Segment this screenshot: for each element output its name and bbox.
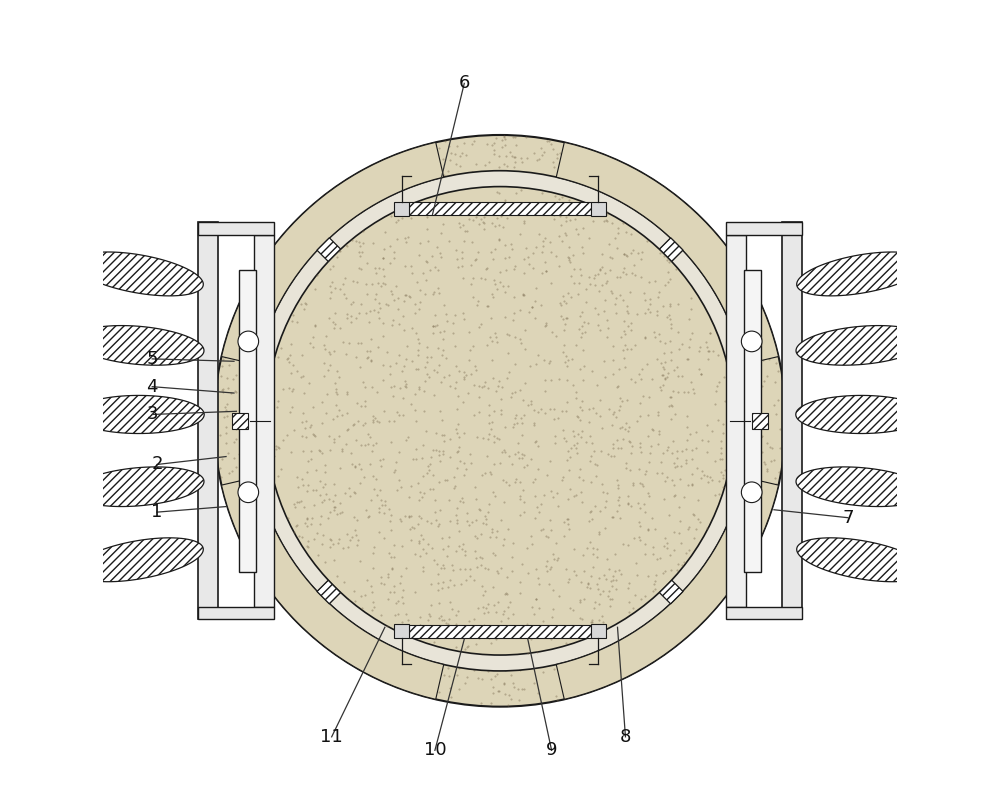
Bar: [744, 270, 761, 572]
Circle shape: [238, 482, 259, 503]
Text: 3: 3: [146, 406, 158, 423]
Polygon shape: [659, 237, 683, 261]
Circle shape: [214, 135, 786, 707]
Polygon shape: [73, 395, 204, 434]
Bar: [198, 607, 274, 619]
Circle shape: [741, 482, 762, 503]
Bar: [394, 624, 409, 638]
Polygon shape: [796, 395, 927, 434]
Text: 6: 6: [459, 75, 470, 92]
Text: 8: 8: [620, 728, 631, 746]
Polygon shape: [73, 467, 204, 507]
Bar: [198, 222, 218, 619]
Bar: [198, 222, 274, 235]
Bar: [782, 222, 802, 619]
Bar: [726, 222, 802, 235]
Text: 7: 7: [842, 509, 854, 526]
Polygon shape: [317, 580, 341, 604]
Bar: [232, 413, 248, 429]
Circle shape: [250, 171, 750, 671]
Bar: [254, 235, 274, 607]
Polygon shape: [74, 538, 203, 582]
Polygon shape: [797, 538, 926, 582]
Text: 10: 10: [424, 742, 446, 759]
Text: 1: 1: [151, 503, 163, 521]
Polygon shape: [73, 326, 204, 365]
Polygon shape: [74, 252, 203, 296]
Bar: [409, 625, 591, 638]
Polygon shape: [796, 467, 927, 507]
Circle shape: [238, 331, 259, 352]
Bar: [726, 235, 746, 607]
Circle shape: [741, 331, 762, 352]
Polygon shape: [556, 142, 779, 364]
Bar: [726, 607, 802, 619]
Polygon shape: [659, 580, 683, 604]
Polygon shape: [556, 477, 779, 700]
Bar: [752, 413, 768, 429]
Circle shape: [266, 187, 734, 655]
Bar: [591, 624, 606, 638]
Bar: [409, 202, 591, 215]
Text: 2: 2: [151, 456, 163, 473]
Bar: [239, 270, 256, 572]
Bar: [591, 202, 606, 216]
Text: 5: 5: [146, 350, 158, 368]
Text: 9: 9: [546, 742, 557, 759]
Polygon shape: [317, 237, 341, 261]
Bar: [394, 202, 409, 216]
Polygon shape: [797, 252, 926, 296]
Polygon shape: [796, 326, 927, 365]
Text: 4: 4: [146, 378, 158, 395]
Polygon shape: [221, 142, 444, 364]
Text: 11: 11: [320, 728, 343, 746]
Polygon shape: [221, 477, 444, 700]
